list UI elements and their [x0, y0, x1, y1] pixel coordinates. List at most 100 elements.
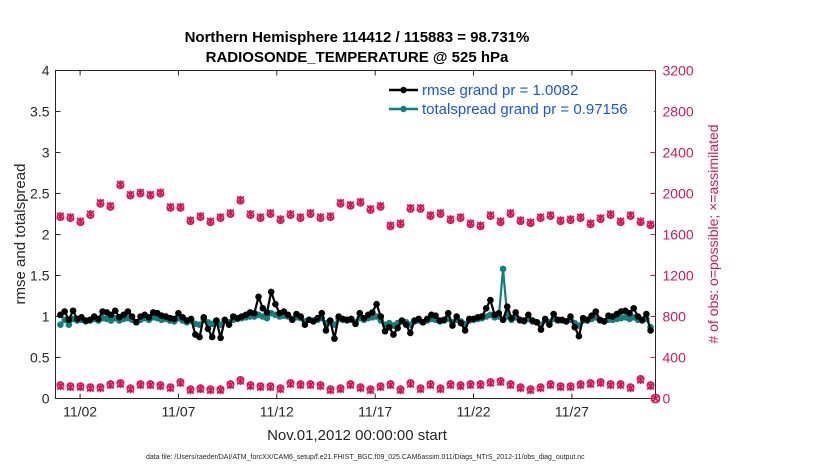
- rmse-point-115: [541, 315, 549, 323]
- obs-assimilated-point-29: [346, 200, 355, 209]
- obs-assimilated-point-47: [526, 218, 535, 227]
- obs-assimilated-point-21: [266, 209, 275, 217]
- rmse-point-39: [221, 316, 229, 324]
- rmse-point-139: [643, 310, 650, 318]
- obs-assimilated-point-4: [96, 198, 105, 207]
- y-left-tick-label-5: 2.5: [30, 186, 50, 202]
- rmse-point-50: [267, 288, 275, 296]
- rmse-point-37: [213, 317, 220, 324]
- rmse-point-105: [499, 316, 507, 324]
- obs-assimilated-point-23: [286, 210, 295, 218]
- obs-assimilated-point-32: [376, 201, 385, 210]
- rmse-point-89: [432, 312, 439, 319]
- obs-low-assimilated-point-45: [506, 381, 515, 390]
- obs-low-assimilated-point-54: [596, 379, 605, 388]
- obs-low-assimilated-point-14: [196, 385, 205, 394]
- rmse-point-113: [533, 318, 541, 326]
- y-right-tick-label-0: 0: [663, 391, 671, 407]
- rmse-point-31: [187, 315, 195, 323]
- obs-low-assimilated-point-6: [116, 380, 125, 389]
- y-right-tick-label-2: 800: [663, 309, 687, 325]
- obs-low-assimilated-point-17: [226, 381, 235, 390]
- right-axis: 0 400 800 1200 1600 2000 2400 2800 3200: [650, 63, 694, 407]
- obs-assimilated-point-57: [626, 211, 635, 219]
- rmse-point-93: [449, 322, 456, 329]
- obs-assimilated-point-58: [636, 217, 645, 226]
- obs-assimilated-point-13: [186, 216, 195, 225]
- rmse-point-80: [394, 324, 401, 332]
- obs-assimilated-point-8: [136, 188, 145, 197]
- obs-assimilated-point-39: [446, 215, 455, 224]
- totalspread-point-49: [263, 314, 271, 322]
- obs-low-assimilated-point-31: [366, 386, 375, 395]
- obs-assimilated-point-20: [256, 213, 265, 222]
- rmse-point-106: [503, 303, 511, 310]
- obs-low-assimilated-point-57: [626, 384, 635, 393]
- rmse-point-46: [251, 309, 258, 317]
- obs-assimilated-point-54: [596, 214, 605, 223]
- obs-assimilated-point-55: [606, 210, 615, 218]
- obs-low-assimilated-point-51: [566, 383, 575, 392]
- x-tick-label-3: 11/17: [358, 404, 392, 420]
- totalspread-point-105: [499, 265, 507, 273]
- rmse-point-135: [626, 309, 633, 317]
- rmse-point-34: [200, 314, 208, 321]
- y-right-tick-label-4: 1600: [663, 227, 694, 243]
- obs-assimilated-point-7: [126, 190, 135, 199]
- obs-assimilated-point-9: [146, 190, 155, 199]
- y-left-tick-label-6: 3: [42, 145, 50, 161]
- obs-low-assimilated-point-42: [476, 381, 485, 390]
- obs-low-assimilated-point-1: [66, 383, 75, 392]
- obs-low-assimilated-point-30: [356, 384, 365, 393]
- left-axis: 0 0.5 1 1.5 2 2.5 3 3.5 4: [30, 63, 61, 407]
- x-tick-label-1: 11/07: [161, 404, 195, 420]
- rmse-point-62: [318, 309, 326, 317]
- rmse-point-111: [525, 311, 532, 319]
- obs-assimilated-point-10: [156, 188, 165, 197]
- y-axis-label-right: # of obs: o=possible; ×=assimilated: [705, 124, 721, 343]
- obs-low-assimilated-point-55: [606, 381, 615, 390]
- obs-assimilated-point-48: [536, 213, 545, 222]
- rmse-point-3: [69, 307, 77, 315]
- rmse-point-117: [550, 310, 557, 318]
- legend-spread-label: totalspread grand pr = 0.97156: [422, 101, 628, 118]
- obs-assimilated-point-15: [206, 217, 215, 226]
- rmse-point-61: [314, 314, 321, 322]
- rmse-point-83: [407, 329, 414, 337]
- rmse-point-17: [128, 313, 136, 320]
- obs-last-point: [650, 393, 661, 404]
- rmse-point-136: [630, 305, 638, 312]
- obs-low-assimilated-point-27: [326, 386, 335, 395]
- obs-assimilated-point-43: [486, 211, 495, 219]
- y-left-tick-label-3: 1.5: [30, 268, 50, 284]
- obs-assimilated-point-12: [176, 202, 185, 211]
- rmse-point-116: [546, 321, 553, 329]
- rmse-point-138: [638, 316, 646, 324]
- rmse-point-108: [512, 309, 519, 316]
- obs-low-assimilated-point-56: [616, 381, 625, 390]
- rmse-point-91: [440, 316, 448, 324]
- obs-low-assimilated-point-29: [346, 381, 355, 390]
- obs-assimilated-point-37: [426, 211, 435, 219]
- rmse-point-107: [508, 314, 515, 322]
- obs-assimilated-point-16: [216, 213, 225, 222]
- obs-assimilated-point-49: [546, 211, 555, 219]
- rmse-point-51: [272, 300, 279, 308]
- rmse-point-76: [377, 313, 385, 320]
- obs-low-assimilated-point-52: [576, 381, 585, 390]
- obs-assimilated-point-52: [576, 213, 585, 222]
- rmse-point-92: [444, 309, 452, 317]
- obs-assimilated-point-42: [476, 221, 485, 230]
- rmse-point-58: [301, 321, 309, 329]
- obs-assimilated-point-38: [436, 209, 445, 217]
- y-left-tick-label-0: 0: [42, 391, 50, 407]
- obs-assimilated-point-2: [76, 217, 85, 226]
- rmse-point-36: [208, 333, 216, 341]
- obs-assimilated-point-18: [236, 195, 245, 204]
- obs-low-assimilated-point-22: [276, 385, 285, 394]
- rmse-point-71: [356, 309, 364, 317]
- obs-low-assimilated-point-20: [256, 383, 265, 392]
- rmse-point-40: [225, 321, 233, 329]
- rmse-point-55: [288, 316, 296, 324]
- obs-assimilated-point-6: [116, 180, 125, 189]
